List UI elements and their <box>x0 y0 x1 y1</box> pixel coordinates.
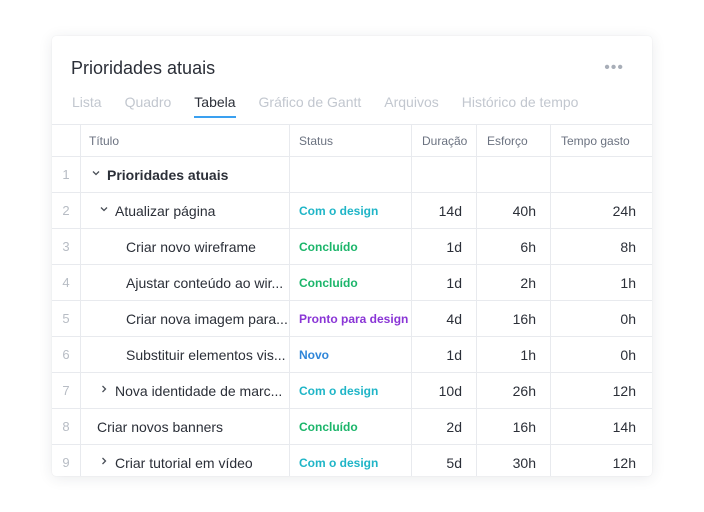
duration-cell[interactable]: 4d <box>412 301 477 336</box>
table-row[interactable]: 9 Criar tutorial em vídeo Com o design 5d 30… <box>52 444 652 476</box>
task-title-cell[interactable]: Substituir elementos vis... <box>81 337 290 372</box>
tab-histórico-de-tempo[interactable]: Histórico de tempo <box>461 94 579 110</box>
chevron-right-icon[interactable] <box>97 384 111 397</box>
time-spent-cell[interactable]: 0h <box>620 346 636 363</box>
table-row[interactable]: 1 Prioridades atuais <box>52 156 652 192</box>
task-title: Substituir elementos vis... <box>126 346 286 363</box>
task-title: Criar tutorial em vídeo <box>115 454 253 471</box>
time-spent-cell[interactable] <box>551 157 652 192</box>
status-badge[interactable]: Com o design <box>290 445 412 476</box>
row-number: 9 <box>52 445 81 476</box>
task-title-cell[interactable]: Criar tutorial em vídeo <box>81 445 290 476</box>
duration-cell[interactable]: 10d <box>412 373 477 408</box>
table-row[interactable]: 8 Criar novos banners Concluído 2d 16h 14h <box>52 408 652 444</box>
status-badge[interactable]: Com o design <box>290 373 412 408</box>
tab-tabela[interactable]: Tabela <box>194 94 236 118</box>
chevron-down-icon[interactable] <box>89 168 103 181</box>
effort-cell[interactable]: 40h <box>477 193 551 228</box>
table-row[interactable]: 2 Atualizar página Com o design 14d 40h 24h <box>52 192 652 228</box>
table-row[interactable]: 6 Substituir elementos vis... Novo 1d 1h 0h <box>52 336 652 372</box>
duration-cell[interactable]: 14d <box>412 193 477 228</box>
task-title-cell[interactable]: Criar novos banners <box>81 409 290 444</box>
table-header-row: Título Status Duração Esforço Tempo gast… <box>52 124 652 156</box>
task-title-cell[interactable]: Nova identidade de marc... <box>81 373 290 408</box>
task-title-cell[interactable]: Criar nova imagem para... <box>81 301 290 336</box>
time-spent-cell[interactable]: 14h <box>612 418 636 435</box>
status-badge[interactable]: Concluído <box>290 265 412 300</box>
time-spent-cell[interactable]: 12h <box>612 382 636 399</box>
page-title: Prioridades atuais <box>71 58 216 78</box>
column-header-effort[interactable]: Esforço <box>477 125 551 156</box>
duration-cell[interactable]: 1d <box>412 265 477 300</box>
task-title-cell[interactable]: Criar novo wireframe <box>81 229 290 264</box>
effort-cell[interactable]: 6h <box>477 229 551 264</box>
task-title: Prioridades atuais <box>107 166 229 183</box>
time-spent-cell[interactable]: 12h <box>612 454 636 471</box>
row-number: 5 <box>52 301 81 336</box>
row-number: 7 <box>52 373 81 408</box>
table-row[interactable]: 5 Criar nova imagem para... Pronto para de… <box>52 300 652 336</box>
task-title: Criar novos banners <box>97 418 224 435</box>
effort-cell[interactable]: 1h <box>477 337 551 372</box>
column-header-time-spent[interactable]: Tempo gasto <box>561 133 630 148</box>
column-header-title[interactable]: Título <box>81 125 290 156</box>
task-title: Atualizar página <box>115 202 216 219</box>
status-badge[interactable]: Concluído <box>290 409 412 444</box>
task-table: Título Status Duração Esforço Tempo gast… <box>52 124 652 476</box>
column-header-duration[interactable]: Duração <box>412 125 477 156</box>
time-spent-cell[interactable]: 0h <box>620 310 636 327</box>
duration-cell[interactable] <box>412 157 477 192</box>
tab-gráfico-de-gantt[interactable]: Gráfico de Gantt <box>258 94 362 110</box>
row-number: 3 <box>52 229 81 264</box>
task-title-cell[interactable]: Atualizar página <box>81 193 290 228</box>
effort-cell[interactable]: 26h <box>477 373 551 408</box>
status-badge[interactable] <box>290 157 412 192</box>
task-title: Criar novo wireframe <box>126 238 256 255</box>
status-badge[interactable]: Com o design <box>290 193 412 228</box>
task-title-cell[interactable]: Prioridades atuais <box>81 157 290 192</box>
task-title: Ajustar conteúdo ao wir... <box>126 274 284 291</box>
chevron-down-icon[interactable] <box>97 204 111 217</box>
tab-lista[interactable]: Lista <box>72 94 102 110</box>
status-badge[interactable]: Concluído <box>290 229 412 264</box>
row-number: 6 <box>52 337 81 372</box>
task-title: Nova identidade de marc... <box>115 382 283 399</box>
table-row[interactable]: 4 Ajustar conteúdo ao wir... Concluído 1d 2h… <box>52 264 652 300</box>
task-title-cell[interactable]: Ajustar conteúdo ao wir... <box>81 265 290 300</box>
table-row[interactable]: 3 Criar novo wireframe Concluído 1d 6h 8h <box>52 228 652 264</box>
row-number: 1 <box>52 157 81 192</box>
time-spent-cell[interactable]: 1h <box>620 274 636 291</box>
task-table-card: Prioridades atuais ••• Lista Quadro Tabela… <box>52 36 652 476</box>
duration-cell[interactable]: 5d <box>412 445 477 476</box>
task-title: Criar nova imagem para... <box>126 310 288 327</box>
time-spent-cell[interactable]: 24h <box>612 202 636 219</box>
view-tabs: Lista Quadro Tabela Gráfico de Gantt Arquivo… <box>72 94 601 118</box>
table-body: 1 Prioridades atuais 2 Atualizar página Com … <box>52 156 652 476</box>
effort-cell[interactable]: 16h <box>477 301 551 336</box>
effort-cell[interactable]: 2h <box>477 265 551 300</box>
effort-cell[interactable]: 16h <box>477 409 551 444</box>
time-spent-cell[interactable]: 8h <box>620 238 636 255</box>
tab-arquivos[interactable]: Arquivos <box>384 94 439 110</box>
effort-cell[interactable] <box>477 157 551 192</box>
table-row[interactable]: 7 Nova identidade de marc... Com o design 1… <box>52 372 652 408</box>
duration-cell[interactable]: 1d <box>412 229 477 264</box>
row-number: 4 <box>52 265 81 300</box>
row-number: 2 <box>52 193 81 228</box>
row-number: 8 <box>52 409 81 444</box>
chevron-right-icon[interactable] <box>97 456 111 469</box>
duration-cell[interactable]: 1d <box>412 337 477 372</box>
status-badge[interactable]: Pronto para design <box>290 301 412 336</box>
row-number-header <box>52 125 81 156</box>
tab-quadro[interactable]: Quadro <box>124 94 172 110</box>
effort-cell[interactable]: 30h <box>477 445 551 476</box>
more-options-icon[interactable]: ••• <box>604 59 624 76</box>
status-badge[interactable]: Novo <box>290 337 412 372</box>
duration-cell[interactable]: 2d <box>412 409 477 444</box>
column-header-status[interactable]: Status <box>290 125 412 156</box>
